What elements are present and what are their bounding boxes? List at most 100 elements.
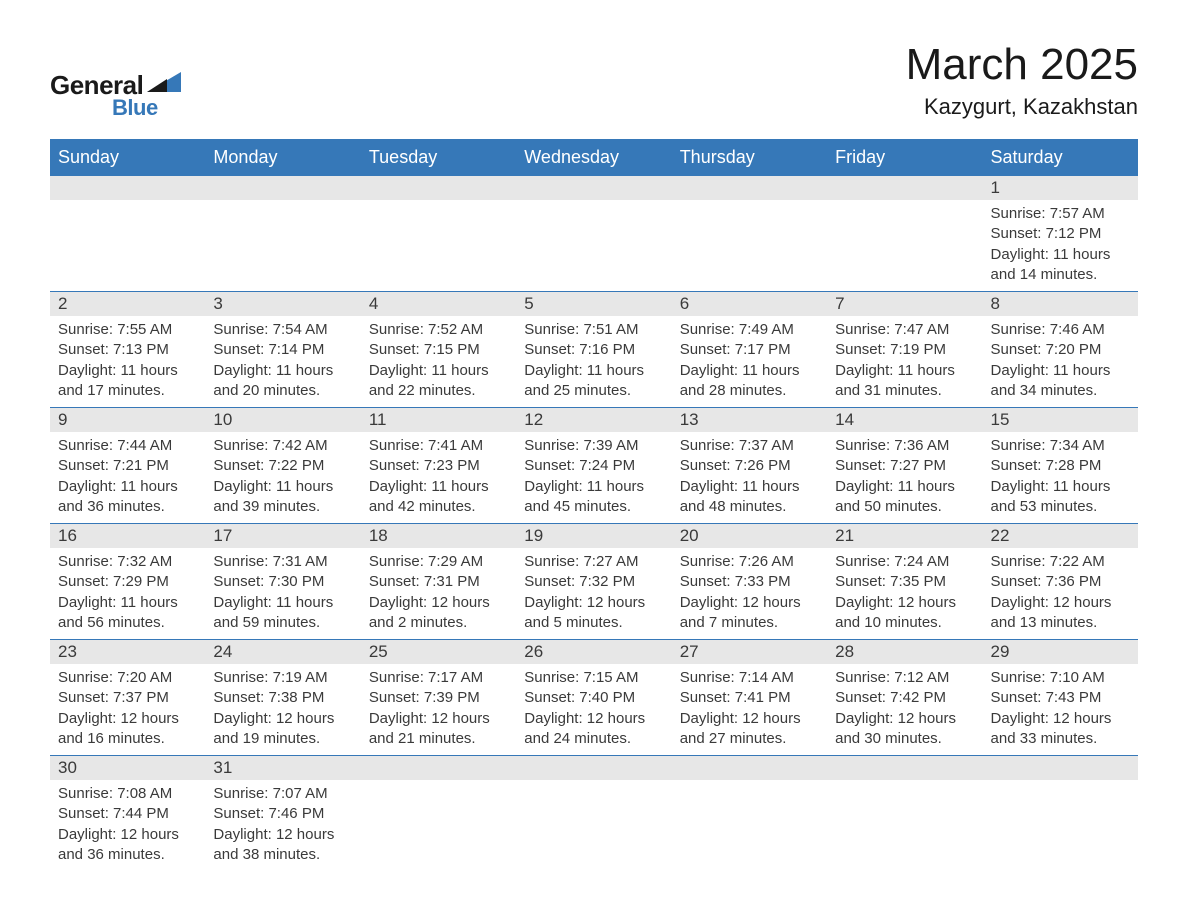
daylight-text: Daylight: 11 hours and 42 minutes. bbox=[369, 477, 508, 518]
daylight-text: Daylight: 12 hours and 19 minutes. bbox=[213, 709, 352, 750]
day-number bbox=[983, 756, 1138, 780]
day-cell: 26 Sunrise: 7:15 AMSunset: 7:40 PMDayligh… bbox=[516, 640, 671, 755]
day-number: 27 bbox=[672, 640, 827, 664]
day-number: 5 bbox=[516, 292, 671, 316]
daylight-text: Daylight: 12 hours and 16 minutes. bbox=[58, 709, 197, 750]
sunset-text: Sunset: 7:31 PM bbox=[369, 572, 508, 592]
day-info: Sunrise: 7:52 AMSunset: 7:15 PMDaylight:… bbox=[369, 320, 508, 401]
day-info: Sunrise: 7:44 AMSunset: 7:21 PMDaylight:… bbox=[58, 436, 197, 517]
day-cell: 27Sunrise: 7:14 AMSunset: 7:41 PMDayligh… bbox=[672, 640, 827, 755]
sunrise-text: Sunrise: 7:17 AM bbox=[369, 668, 508, 688]
day-info: Sunrise: 7:46 AMSunset: 7:20 PMDaylight:… bbox=[991, 320, 1130, 401]
daylight-text: Daylight: 12 hours and 24 minutes. bbox=[524, 709, 663, 750]
day-number: 21 bbox=[827, 524, 982, 548]
sunset-text: Sunset: 7:21 PM bbox=[58, 456, 197, 476]
day-number: 19 bbox=[516, 524, 671, 548]
daylight-text: Daylight: 12 hours and 36 minutes. bbox=[58, 825, 197, 866]
sunset-text: Sunset: 7:42 PM bbox=[835, 688, 974, 708]
day-info: Sunrise: 7:27 AMSunset: 7:32 PMDaylight:… bbox=[524, 552, 663, 633]
day-info: Sunrise: 7:49 AMSunset: 7:17 PMDaylight:… bbox=[680, 320, 819, 401]
sunset-text: Sunset: 7:27 PM bbox=[835, 456, 974, 476]
daylight-text: Daylight: 11 hours and 28 minutes. bbox=[680, 361, 819, 402]
day-number bbox=[672, 176, 827, 200]
day-info: Sunrise: 7:10 AMSunset: 7:43 PMDaylight:… bbox=[991, 668, 1130, 749]
sunrise-text: Sunrise: 7:41 AM bbox=[369, 436, 508, 456]
day-cell: 1Sunrise: 7:57 AMSunset: 7:12 PMDaylight… bbox=[983, 176, 1138, 291]
day-cell bbox=[205, 176, 360, 291]
daylight-text: Daylight: 12 hours and 38 minutes. bbox=[213, 825, 352, 866]
day-number: 13 bbox=[672, 408, 827, 432]
sunrise-text: Sunrise: 7:42 AM bbox=[213, 436, 352, 456]
day-cell: 11Sunrise: 7:41 AMSunset: 7:23 PMDayligh… bbox=[361, 408, 516, 523]
day-number: 17 bbox=[205, 524, 360, 548]
day-info: Sunrise: 7:57 AMSunset: 7:12 PMDaylight:… bbox=[991, 204, 1130, 285]
sunrise-text: Sunrise: 7:15 AM bbox=[524, 668, 663, 688]
sunset-text: Sunset: 7:12 PM bbox=[991, 224, 1130, 244]
day-info: Sunrise: 7:29 AMSunset: 7:31 PMDaylight:… bbox=[369, 552, 508, 633]
logo-text-blue: Blue bbox=[112, 95, 158, 121]
sunset-text: Sunset: 7:32 PM bbox=[524, 572, 663, 592]
sunset-text: Sunset: 7:44 PM bbox=[58, 804, 197, 824]
sunset-text: Sunset: 7:41 PM bbox=[680, 688, 819, 708]
sunrise-text: Sunrise: 7:39 AM bbox=[524, 436, 663, 456]
sunrise-text: Sunrise: 7:27 AM bbox=[524, 552, 663, 572]
day-number: 9 bbox=[50, 408, 205, 432]
week-row: 23Sunrise: 7:20 AMSunset: 7:37 PMDayligh… bbox=[50, 639, 1138, 755]
day-info: Sunrise: 7:54 AMSunset: 7:14 PMDaylight:… bbox=[213, 320, 352, 401]
sunrise-text: Sunrise: 7:34 AM bbox=[991, 436, 1130, 456]
daylight-text: Daylight: 11 hours and 48 minutes. bbox=[680, 477, 819, 518]
day-number: 10 bbox=[205, 408, 360, 432]
day-cell: 13 Sunrise: 7:37 AMSunset: 7:26 PMDayligh… bbox=[672, 408, 827, 523]
sunset-text: Sunset: 7:30 PM bbox=[213, 572, 352, 592]
day-number: 24 bbox=[205, 640, 360, 664]
sunrise-text: Sunrise: 7:12 AM bbox=[835, 668, 974, 688]
day-number: 2 bbox=[50, 292, 205, 316]
daylight-text: Daylight: 12 hours and 33 minutes. bbox=[991, 709, 1130, 750]
day-cell: 5Sunrise: 7:51 AMSunset: 7:16 PMDaylight… bbox=[516, 292, 671, 407]
sunrise-text: Sunrise: 7:51 AM bbox=[524, 320, 663, 340]
day-number bbox=[205, 176, 360, 200]
sunset-text: Sunset: 7:26 PM bbox=[680, 456, 819, 476]
daylight-text: Daylight: 11 hours and 31 minutes. bbox=[835, 361, 974, 402]
day-number bbox=[516, 176, 671, 200]
day-info: Sunrise: 7:55 AMSunset: 7:13 PMDaylight:… bbox=[58, 320, 197, 401]
day-info: Sunrise: 7:07 AMSunset: 7:46 PMDaylight:… bbox=[213, 784, 352, 865]
day-cell: 15Sunrise: 7:34 AMSunset: 7:28 PMDayligh… bbox=[983, 408, 1138, 523]
weekday-header: Sunday bbox=[50, 139, 205, 176]
day-number: 20 bbox=[672, 524, 827, 548]
daylight-text: Daylight: 12 hours and 30 minutes. bbox=[835, 709, 974, 750]
day-cell: 25Sunrise: 7:17 AMSunset: 7:39 PMDayligh… bbox=[361, 640, 516, 755]
sunrise-text: Sunrise: 7:14 AM bbox=[680, 668, 819, 688]
day-number: 7 bbox=[827, 292, 982, 316]
calendar: SundayMondayTuesdayWednesdayThursdayFrid… bbox=[50, 139, 1138, 871]
weekday-header: Wednesday bbox=[516, 139, 671, 176]
day-cell bbox=[672, 176, 827, 291]
day-cell: 6Sunrise: 7:49 AMSunset: 7:17 PMDaylight… bbox=[672, 292, 827, 407]
sunset-text: Sunset: 7:33 PM bbox=[680, 572, 819, 592]
day-cell: 3Sunrise: 7:54 AMSunset: 7:14 PMDaylight… bbox=[205, 292, 360, 407]
daylight-text: Daylight: 11 hours and 50 minutes. bbox=[835, 477, 974, 518]
daylight-text: Daylight: 12 hours and 10 minutes. bbox=[835, 593, 974, 634]
daylight-text: Daylight: 11 hours and 20 minutes. bbox=[213, 361, 352, 402]
day-info: Sunrise: 7:19 AMSunset: 7:38 PMDaylight:… bbox=[213, 668, 352, 749]
sunrise-text: Sunrise: 7:22 AM bbox=[991, 552, 1130, 572]
day-cell: 4Sunrise: 7:52 AMSunset: 7:15 PMDaylight… bbox=[361, 292, 516, 407]
day-info: Sunrise: 7:15 AMSunset: 7:40 PMDaylight:… bbox=[524, 668, 663, 749]
sunset-text: Sunset: 7:20 PM bbox=[991, 340, 1130, 360]
day-number: 26 bbox=[516, 640, 671, 664]
day-number: 16 bbox=[50, 524, 205, 548]
sunset-text: Sunset: 7:28 PM bbox=[991, 456, 1130, 476]
sunset-text: Sunset: 7:46 PM bbox=[213, 804, 352, 824]
day-number: 14 bbox=[827, 408, 982, 432]
sunset-text: Sunset: 7:36 PM bbox=[991, 572, 1130, 592]
sunrise-text: Sunrise: 7:49 AM bbox=[680, 320, 819, 340]
day-info: Sunrise: 7:37 AMSunset: 7:26 PMDaylight:… bbox=[680, 436, 819, 517]
day-number: 25 bbox=[361, 640, 516, 664]
week-row: 2 Sunrise: 7:55 AMSunset: 7:13 PMDaylight… bbox=[50, 291, 1138, 407]
day-number: 11 bbox=[361, 408, 516, 432]
day-number bbox=[361, 176, 516, 200]
weekday-header: Thursday bbox=[672, 139, 827, 176]
weekday-header-row: SundayMondayTuesdayWednesdayThursdayFrid… bbox=[50, 139, 1138, 176]
sunrise-text: Sunrise: 7:47 AM bbox=[835, 320, 974, 340]
day-cell: 19 Sunrise: 7:27 AMSunset: 7:32 PMDayligh… bbox=[516, 524, 671, 639]
